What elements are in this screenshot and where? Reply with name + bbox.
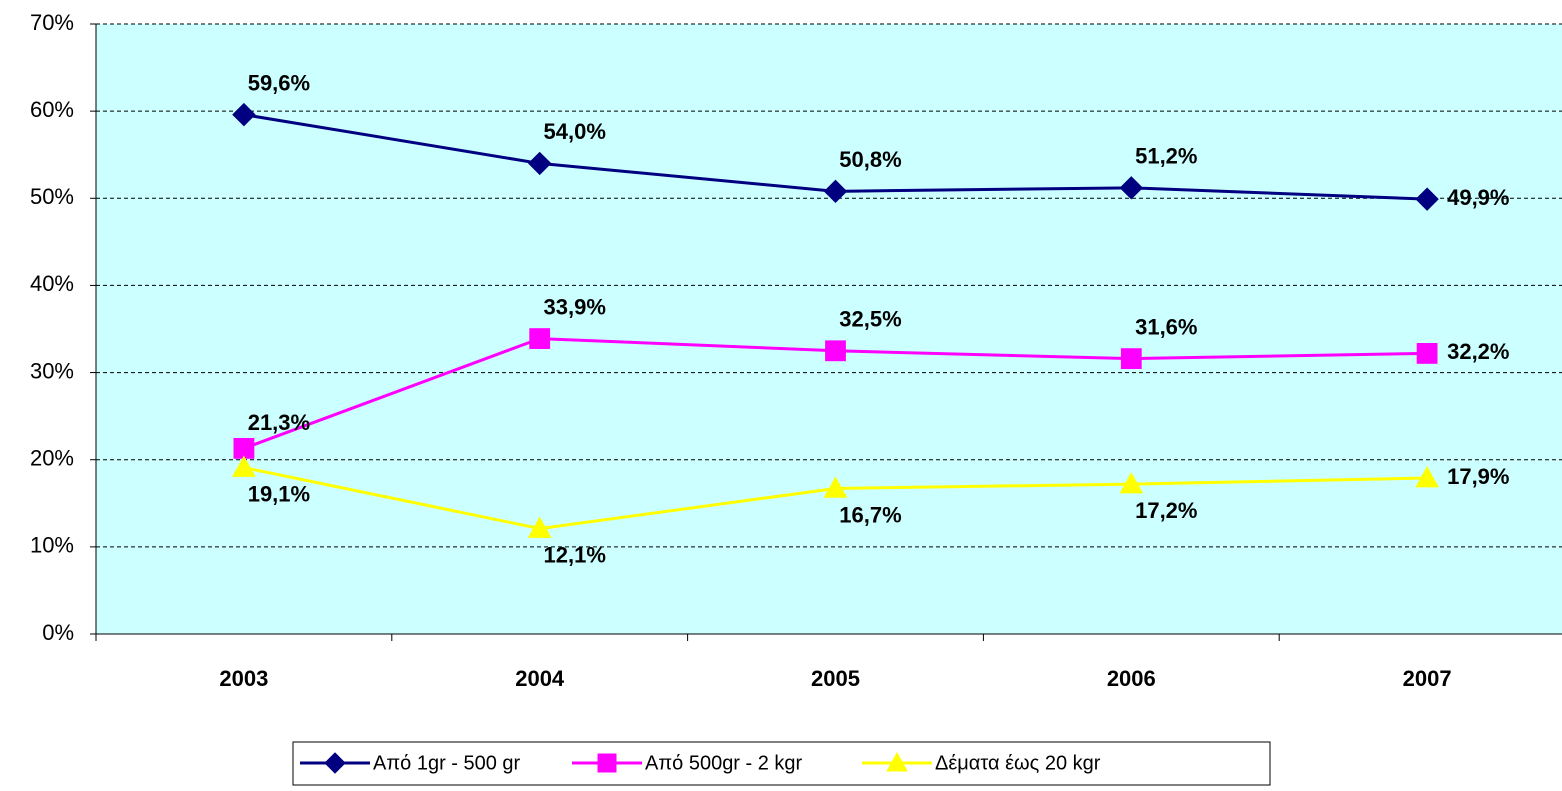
marker (1415, 187, 1439, 211)
data-label: 32,2% (1447, 339, 1509, 364)
marker (232, 102, 256, 127)
y-tick-label: 60% (30, 97, 74, 122)
y-tick-label: 70% (30, 10, 74, 35)
x-tick-label: 2007 (1403, 666, 1452, 691)
marker (232, 455, 256, 477)
marker (1119, 176, 1144, 200)
data-label: 33,9% (544, 294, 606, 319)
data-label: 54,0% (544, 119, 606, 144)
plot-area (96, 24, 1562, 634)
marker (1416, 343, 1438, 364)
data-label: 50,8% (839, 147, 901, 172)
marker (527, 516, 552, 538)
data-label: 17,2% (1135, 498, 1197, 523)
x-tick-label: 2004 (515, 666, 565, 691)
data-label: 12,1% (544, 542, 606, 567)
data-label: 49,9% (1447, 185, 1509, 210)
x-tick-label: 2005 (811, 666, 860, 691)
marker (233, 437, 255, 459)
data-label: 19,1% (248, 481, 310, 506)
legend-box (292, 741, 1271, 786)
data-label: 32,5% (839, 307, 901, 332)
legend-label: Από 500gr - 2 kgr (645, 752, 803, 774)
marker (1119, 472, 1144, 494)
marker (886, 751, 908, 772)
marker (1120, 348, 1142, 370)
marker (597, 753, 617, 773)
y-tick-label: 20% (30, 446, 74, 471)
data-label: 31,6% (1135, 314, 1197, 339)
marker (1415, 465, 1439, 488)
data-label: 16,7% (839, 502, 901, 527)
data-label: 21,3% (248, 410, 310, 435)
marker (529, 328, 551, 349)
marker (324, 752, 346, 774)
x-tick-label: 2003 (219, 666, 268, 691)
data-label: 51,2% (1135, 144, 1197, 169)
marker (527, 151, 552, 176)
y-tick-label: 30% (30, 358, 74, 383)
y-tick-label: 50% (30, 184, 74, 209)
y-tick-label: 0% (42, 620, 74, 645)
legend-label: Δέματα έως 20 kgr (935, 752, 1101, 774)
y-tick-label: 10% (30, 533, 74, 558)
legend-label: Από 1gr - 500 gr (373, 752, 521, 774)
marker (825, 340, 846, 362)
x-tick-label: 2006 (1107, 666, 1156, 691)
y-tick-label: 40% (30, 271, 74, 296)
marker (823, 179, 848, 204)
data-label: 59,6% (248, 70, 310, 95)
data-label: 17,9% (1447, 464, 1509, 489)
marker (823, 476, 848, 498)
